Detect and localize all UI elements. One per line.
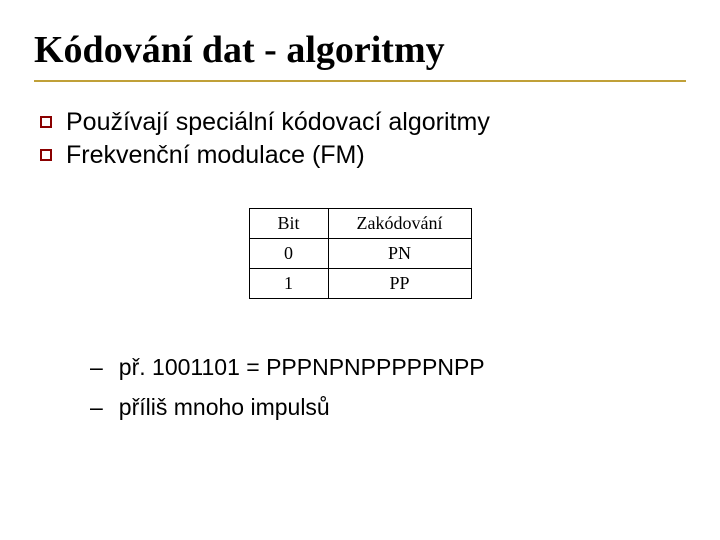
square-bullet-icon <box>40 116 52 128</box>
sub-bullet-item: – příliš mnoho impulsů <box>90 393 686 423</box>
table-cell: PP <box>328 269 471 299</box>
bullet-item: Používají speciální kódovací algoritmy <box>40 108 686 137</box>
encoding-table: Bit Zakódování 0 PN 1 PP <box>249 208 472 299</box>
table-header-cell: Zakódování <box>328 209 471 239</box>
table-header-cell: Bit <box>249 209 328 239</box>
bullet-item: Frekvenční modulace (FM) <box>40 141 686 170</box>
slide: Kódování dat - algoritmy Používají speci… <box>0 0 720 540</box>
table-header-row: Bit Zakódování <box>249 209 471 239</box>
sub-bullet-item: – př. 1001101 = PPPNPNPPPPPNPP <box>90 353 686 383</box>
dash-icon: – <box>90 393 103 423</box>
bullet-text: Používají speciální kódovací algoritmy <box>66 108 490 137</box>
sub-bullet-text: příliš mnoho impulsů <box>119 393 330 423</box>
square-bullet-icon <box>40 149 52 161</box>
table-cell: 1 <box>249 269 328 299</box>
sub-bullet-text: př. 1001101 = PPPNPNPPPPPNPP <box>119 353 485 383</box>
dash-icon: – <box>90 353 103 383</box>
table-row: 0 PN <box>249 239 471 269</box>
sub-bullets: – př. 1001101 = PPPNPNPPPPPNPP – příliš … <box>90 353 686 423</box>
table-row: 1 PP <box>249 269 471 299</box>
main-bullets: Používají speciální kódovací algoritmy F… <box>40 108 686 170</box>
page-title: Kódování dat - algoritmy <box>34 28 686 82</box>
table-cell: PN <box>328 239 471 269</box>
table-cell: 0 <box>249 239 328 269</box>
bullet-text: Frekvenční modulace (FM) <box>66 141 365 170</box>
